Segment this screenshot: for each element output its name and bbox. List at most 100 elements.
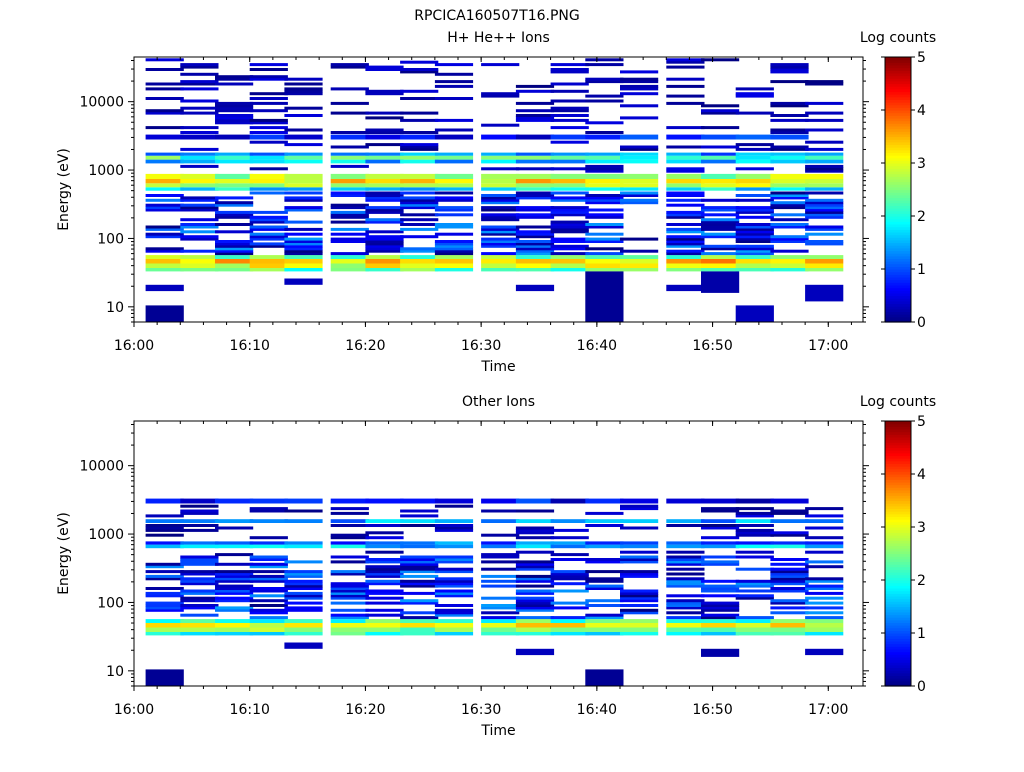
heatmap-cell bbox=[481, 92, 520, 96]
colorbar-step bbox=[885, 86, 911, 90]
colorbar-step bbox=[885, 447, 911, 451]
heatmap-cell bbox=[805, 519, 844, 523]
heatmap-cell bbox=[284, 259, 323, 264]
heatmap-cell bbox=[434, 567, 474, 571]
heatmap-cell bbox=[735, 173, 774, 179]
heatmap-cell bbox=[481, 623, 520, 628]
heatmap-cell bbox=[735, 511, 774, 515]
heatmap-cell bbox=[365, 244, 404, 248]
heatmap-cell bbox=[215, 255, 254, 259]
heatmap-cell bbox=[735, 179, 774, 184]
heatmap-cell bbox=[400, 259, 439, 264]
heatmap-cell bbox=[215, 623, 254, 628]
colorbar-step bbox=[885, 622, 911, 626]
heatmap-cell bbox=[515, 565, 555, 569]
heatmap-cell bbox=[330, 536, 369, 540]
heatmap-cell bbox=[735, 555, 774, 559]
heatmap-cell bbox=[400, 187, 439, 191]
heatmap-cell bbox=[666, 594, 705, 598]
heatmap-cell bbox=[330, 544, 369, 549]
heatmap-cell bbox=[735, 594, 774, 598]
heatmap-cell bbox=[701, 648, 740, 657]
heatmap-cell bbox=[365, 242, 404, 246]
colorbar-step bbox=[885, 431, 911, 435]
heatmap-cell bbox=[735, 584, 774, 588]
heatmap-cell bbox=[701, 608, 740, 612]
heatmap-cell bbox=[249, 574, 288, 578]
heatmap-cell bbox=[215, 259, 254, 264]
colorbar-tick-label: 1 bbox=[917, 626, 926, 642]
heatmap-cell bbox=[620, 599, 659, 603]
heatmap-cell bbox=[365, 89, 404, 93]
heatmap-cell bbox=[145, 604, 184, 607]
colorbar-step bbox=[885, 64, 911, 69]
heatmap-cell bbox=[180, 196, 219, 200]
heatmap-cell bbox=[365, 249, 404, 253]
heatmap-cell bbox=[550, 225, 589, 229]
heatmap-cell bbox=[215, 159, 254, 164]
heatmap-cell bbox=[249, 75, 288, 79]
heatmap-cell bbox=[666, 145, 705, 149]
figure-title: RPCICA160507T16.PNG bbox=[414, 8, 579, 24]
heatmap-cell bbox=[215, 230, 254, 234]
heatmap-cell bbox=[585, 198, 624, 202]
heatmap-cell bbox=[400, 196, 439, 200]
heatmap-cell bbox=[365, 574, 404, 578]
heatmap-cell bbox=[701, 544, 740, 549]
y-tick-label: 1000 bbox=[88, 527, 124, 543]
heatmap-cell bbox=[550, 134, 589, 140]
colorbar-tick-label: 2 bbox=[917, 209, 926, 225]
heatmap-cell bbox=[585, 259, 624, 264]
heatmap-cell bbox=[215, 77, 254, 81]
colorbar-step bbox=[885, 640, 911, 645]
heatmap-cell bbox=[330, 203, 369, 207]
heatmap-cell bbox=[666, 198, 705, 202]
heatmap-cell bbox=[735, 134, 774, 140]
heatmap-cell bbox=[550, 68, 589, 71]
heatmap-cell bbox=[585, 155, 624, 160]
heatmap-cell bbox=[145, 514, 184, 518]
heatmap-cell bbox=[330, 145, 369, 149]
heatmap-cell bbox=[735, 240, 774, 243]
heatmap-cell bbox=[400, 60, 439, 64]
heatmap-cell bbox=[770, 509, 809, 513]
heatmap-cell bbox=[770, 118, 809, 122]
heatmap-cell bbox=[666, 65, 705, 69]
heatmap-cell bbox=[249, 63, 288, 67]
heatmap-cell bbox=[805, 577, 844, 581]
heatmap-cell bbox=[585, 159, 624, 164]
colorbar-step bbox=[885, 149, 911, 153]
colorbar-label: Log counts bbox=[860, 30, 936, 46]
heatmap-cell bbox=[400, 68, 439, 71]
heatmap-cell bbox=[805, 507, 844, 511]
heatmap-cell bbox=[701, 104, 740, 108]
heatmap-cell bbox=[434, 504, 474, 508]
heatmap-cell bbox=[481, 201, 520, 205]
colorbar-step bbox=[885, 648, 911, 653]
heatmap-cell bbox=[400, 198, 439, 202]
heatmap-cell bbox=[330, 596, 369, 600]
y-tick-label: 10 bbox=[106, 664, 124, 680]
heatmap-cell bbox=[481, 94, 520, 98]
heatmap-cell bbox=[805, 155, 844, 160]
heatmap-cell bbox=[770, 134, 809, 140]
heatmap-cell bbox=[666, 582, 705, 586]
heatmap-cell bbox=[284, 77, 323, 81]
heatmap-cell bbox=[481, 232, 520, 236]
heatmap-cell bbox=[180, 131, 219, 134]
heatmap-cell bbox=[330, 179, 369, 184]
heatmap-cell bbox=[550, 196, 589, 200]
heatmap-cell bbox=[434, 498, 474, 504]
heatmap-cell bbox=[215, 101, 254, 105]
heatmap-cell bbox=[180, 126, 219, 130]
heatmap-cell bbox=[249, 555, 288, 559]
heatmap-cell bbox=[585, 669, 624, 686]
y-axis: 10 100 1000 10000 bbox=[79, 423, 869, 687]
heatmap-cell bbox=[249, 619, 288, 623]
heatmap-cell bbox=[215, 589, 254, 593]
heatmap-cell bbox=[515, 109, 555, 113]
heatmap-cell bbox=[249, 218, 288, 222]
colorbar-tick-label: 5 bbox=[917, 414, 926, 430]
heatmap-cell bbox=[550, 572, 589, 576]
colorbar-step bbox=[885, 656, 911, 661]
